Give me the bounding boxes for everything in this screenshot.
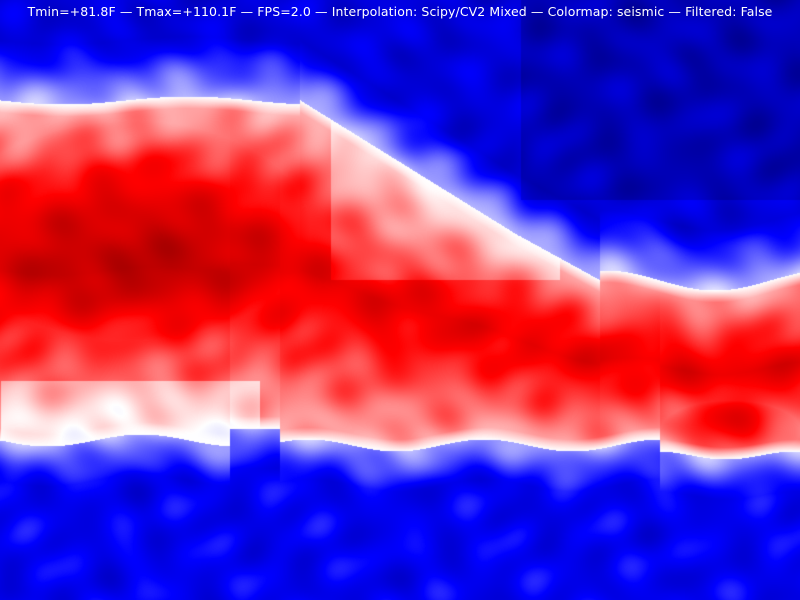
status-overlay-text: Tmin=+81.8F — Tmax=+110.1F — FPS=2.0 — I… [27, 4, 773, 19]
